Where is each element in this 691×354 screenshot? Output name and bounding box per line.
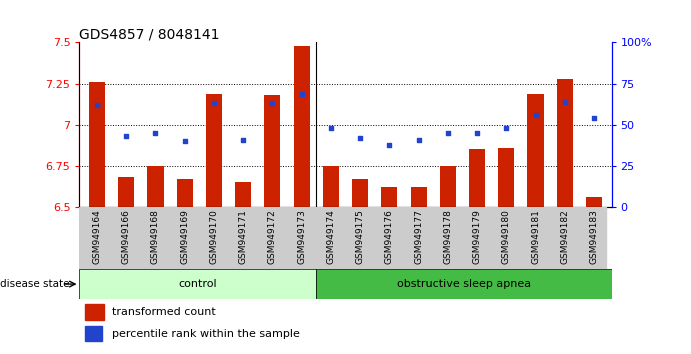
Text: GSM949173: GSM949173 [297,209,306,264]
Bar [206,93,222,207]
Point [384,142,395,147]
Bar [265,95,281,207]
Text: GSM949176: GSM949176 [385,209,394,264]
Text: GSM949182: GSM949182 [560,209,569,264]
Text: GDS4857 / 8048141: GDS4857 / 8048141 [79,27,220,41]
Bar [498,148,514,207]
Text: GSM949172: GSM949172 [268,209,277,264]
Bar [147,166,164,207]
Bar [352,179,368,207]
Point [325,125,337,131]
Bar [527,93,544,207]
Point [354,135,366,141]
Point [267,101,278,106]
Text: GSM949179: GSM949179 [473,209,482,264]
Bar [89,82,105,207]
Bar [469,149,485,207]
Point [121,133,132,139]
Text: GSM949166: GSM949166 [122,209,131,264]
Point [296,91,307,96]
Text: GSM949177: GSM949177 [414,209,423,264]
Point [559,99,570,104]
Point [471,130,482,136]
Text: control: control [178,279,217,289]
Text: percentile rank within the sample: percentile rank within the sample [112,329,300,339]
Bar [177,179,193,207]
Text: GSM949171: GSM949171 [238,209,247,264]
Point [589,115,600,121]
Text: GSM949180: GSM949180 [502,209,511,264]
Text: GSM949164: GSM949164 [93,209,102,264]
Bar [118,177,134,207]
Bar [557,79,573,207]
Point [209,101,220,106]
Bar [410,187,426,207]
Text: disease state: disease state [0,279,70,289]
Bar [79,269,316,299]
Point [238,137,249,142]
Text: GSM949181: GSM949181 [531,209,540,264]
Text: GSM949174: GSM949174 [326,209,335,264]
Point [530,112,541,118]
Point [179,138,190,144]
Bar [323,166,339,207]
Bar [235,182,252,207]
Bar [85,326,102,342]
Point [442,130,453,136]
Bar [316,269,612,299]
Bar [586,197,602,207]
Text: GSM949183: GSM949183 [589,209,598,264]
Point [150,130,161,136]
Bar [439,166,456,207]
Text: obstructive sleep apnea: obstructive sleep apnea [397,279,531,289]
Text: GSM949178: GSM949178 [444,209,453,264]
Text: GSM949169: GSM949169 [180,209,189,264]
Text: GSM949168: GSM949168 [151,209,160,264]
Bar [381,187,397,207]
Text: transformed count: transformed count [112,307,216,317]
Text: GSM949175: GSM949175 [356,209,365,264]
Point [413,137,424,142]
Bar [294,46,310,207]
Point [91,102,102,108]
Point [501,125,512,131]
Text: GSM949170: GSM949170 [209,209,218,264]
Bar [85,304,104,320]
